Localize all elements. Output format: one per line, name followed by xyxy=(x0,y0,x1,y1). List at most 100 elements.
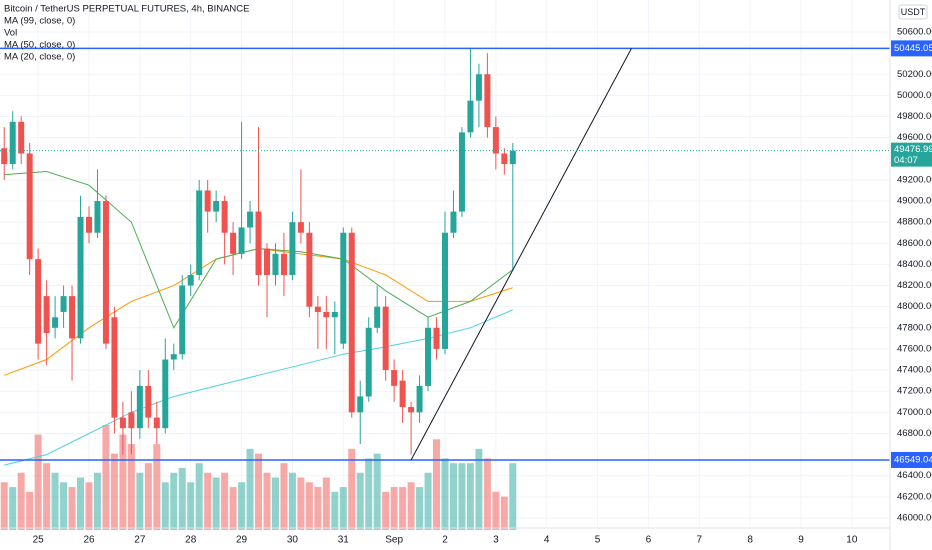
volume-bar xyxy=(475,448,483,530)
y-tick-label: 47200.00 xyxy=(897,386,932,397)
volume-bar xyxy=(509,463,517,530)
volume-bar xyxy=(399,487,407,530)
volume-bar xyxy=(161,482,169,530)
candle-body xyxy=(162,359,169,429)
x-tick-label: 26 xyxy=(83,535,95,546)
volume-bar xyxy=(433,439,441,530)
candle-body xyxy=(187,274,194,286)
volume-bar xyxy=(238,482,246,530)
candle-body xyxy=(52,317,59,328)
candle-body xyxy=(442,232,448,349)
candle-body xyxy=(26,153,33,260)
x-tick-label: 6 xyxy=(646,535,652,546)
candle-body xyxy=(391,370,398,386)
candle-body xyxy=(501,153,508,165)
candle-body xyxy=(94,201,101,233)
y-tick-label: 48800.00 xyxy=(897,217,932,228)
volume-bar xyxy=(271,477,279,530)
y-tick-label: 48200.00 xyxy=(897,280,932,291)
volume-bar xyxy=(34,434,42,530)
candle-body xyxy=(196,190,203,275)
candle-body xyxy=(416,385,423,413)
candle-body xyxy=(69,296,76,339)
candle-body xyxy=(9,121,16,165)
y-tick-label: 50200.00 xyxy=(897,69,932,80)
x-tick-label: 31 xyxy=(338,535,350,546)
y-tick-label: 46800.00 xyxy=(897,428,932,439)
y-tick-label: 47600.00 xyxy=(897,343,932,354)
candle-body xyxy=(213,201,220,212)
candle-body xyxy=(357,396,364,413)
volume-bar xyxy=(93,472,101,530)
volume-bar xyxy=(416,487,424,530)
candle-body xyxy=(119,417,126,429)
volume-bar xyxy=(382,491,390,530)
candle-body xyxy=(458,132,465,212)
y-tick-label: 50600.00 xyxy=(897,27,932,38)
candle-body xyxy=(1,148,8,165)
x-tick-label: 29 xyxy=(236,535,248,546)
candle-body xyxy=(280,253,287,275)
y-tick-label: 49800.00 xyxy=(897,111,932,122)
candle-body xyxy=(128,412,135,429)
volume-bar xyxy=(195,463,203,530)
candle-body xyxy=(230,232,237,254)
x-tick-label: 7 xyxy=(697,535,703,546)
volume-bar xyxy=(26,491,34,530)
price-label-box xyxy=(891,40,932,57)
candle-body xyxy=(264,248,270,275)
volume-bar xyxy=(246,448,254,530)
y-tick-label: 46400.00 xyxy=(897,470,932,481)
x-tick-label: 4 xyxy=(544,535,550,546)
volume-bar xyxy=(0,482,8,530)
volume-bar xyxy=(322,477,330,530)
candle-body xyxy=(374,306,381,328)
volume-bar xyxy=(51,472,59,530)
chart-title: Bitcoin / TetherUS PERPETUAL FUTURES, 4h… xyxy=(4,4,250,15)
candle-body xyxy=(153,417,160,429)
volume-bar xyxy=(424,472,432,530)
volume-bar xyxy=(229,487,237,530)
candle-body xyxy=(323,311,330,318)
volume-bar xyxy=(153,444,161,530)
volume-bar xyxy=(136,472,144,530)
volume-bar xyxy=(144,463,152,530)
price-label: 46549.04 xyxy=(894,454,932,465)
candle-body xyxy=(247,211,254,228)
volume-bar xyxy=(263,472,271,530)
candle-body xyxy=(255,211,262,275)
candle-body xyxy=(348,232,355,413)
volume-bar xyxy=(119,434,127,530)
legend-entry: MA (50, close, 0) xyxy=(4,40,75,51)
x-tick-label: Sep xyxy=(385,535,403,546)
volume-bar xyxy=(178,467,186,530)
x-tick-label: 30 xyxy=(287,535,299,546)
countdown-label: 04:07 xyxy=(894,155,918,166)
candle-body xyxy=(60,296,67,312)
candle-body xyxy=(18,121,25,154)
candle-body xyxy=(221,201,228,233)
volume-bar xyxy=(204,472,212,530)
volume-bar xyxy=(297,477,305,530)
volume-bar xyxy=(212,477,220,530)
volume-bar xyxy=(314,487,322,530)
currency-box[interactable] xyxy=(898,4,928,20)
trend-line xyxy=(410,48,632,461)
candle-body xyxy=(399,380,406,408)
volume-bar xyxy=(373,453,381,530)
volume-bar xyxy=(288,472,296,530)
volume-bar xyxy=(60,482,68,530)
y-tick-label: 49200.00 xyxy=(897,174,932,185)
candle-body xyxy=(297,222,304,233)
candle-body xyxy=(204,190,211,212)
candle-body xyxy=(43,296,50,334)
candle-body xyxy=(102,201,109,344)
candle-body xyxy=(86,216,92,233)
y-tick-label: 48600.00 xyxy=(897,238,932,249)
x-tick-label: 2 xyxy=(442,535,448,546)
candle-body xyxy=(179,285,186,355)
candle-body xyxy=(425,327,432,386)
volume-bar xyxy=(356,472,364,530)
volume-bar xyxy=(348,448,356,530)
x-tick-label: 9 xyxy=(798,535,804,546)
